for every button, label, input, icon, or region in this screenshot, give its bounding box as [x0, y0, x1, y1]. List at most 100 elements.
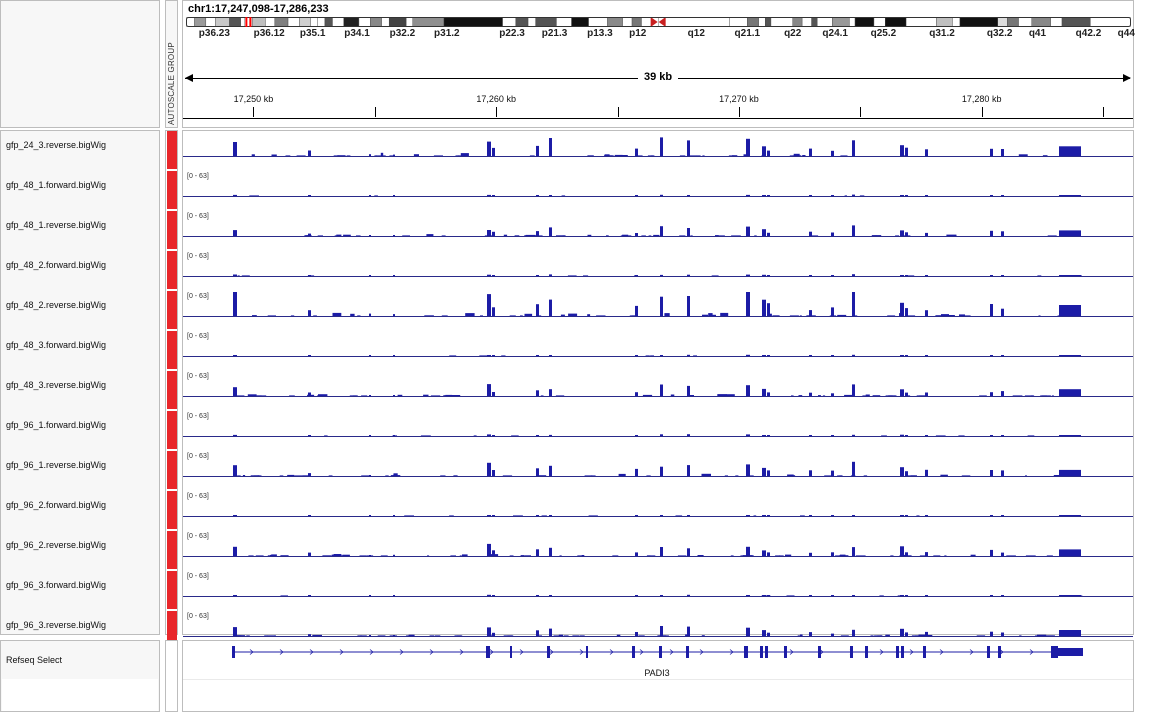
coverage-track[interactable] [183, 491, 1133, 531]
track-name[interactable]: gfp_96_3.forward.bigWig [6, 580, 107, 590]
ideogram-band[interactable] [332, 17, 345, 27]
ideogram-band[interactable] [287, 17, 300, 27]
chromosome-ideogram[interactable] [186, 17, 1131, 27]
track-names-panel[interactable]: gfp_24_3.reverse.bigWig gfp_48_1.forward.… [0, 130, 160, 635]
exon-block[interactable] [765, 646, 768, 658]
autoscale-group-cell[interactable] [167, 211, 177, 250]
ideogram-band[interactable] [1061, 17, 1091, 27]
coverage-track[interactable] [183, 171, 1133, 211]
coverage-track[interactable] [183, 211, 1133, 251]
header-panel[interactable]: chr1:17,247,098-17,286,233 p36.23 p36.12 p… [182, 0, 1135, 128]
coverage-track[interactable] [183, 251, 1133, 291]
autoscale-group-cell[interactable] [167, 171, 177, 210]
track-name[interactable]: gfp_48_2.forward.bigWig [6, 260, 107, 270]
autoscale-group-cell[interactable] [167, 251, 177, 290]
coverage-track[interactable] [183, 291, 1133, 331]
ideogram-band[interactable] [571, 17, 589, 27]
ideogram-band[interactable] [729, 17, 748, 27]
track-name[interactable]: gfp_96_2.forward.bigWig [6, 500, 107, 510]
track-name[interactable]: gfp_96_1.forward.bigWig [6, 420, 107, 430]
autoscale-group-cell[interactable] [167, 131, 177, 170]
ideogram-band[interactable] [905, 17, 937, 27]
feature-names-panel[interactable]: Refseq Select [0, 640, 160, 712]
exon-block[interactable] [744, 646, 748, 658]
coverage-track[interactable] [183, 131, 1133, 171]
ideogram-band[interactable] [251, 17, 266, 27]
ideogram-band[interactable] [1031, 17, 1051, 27]
ideogram-band[interactable] [535, 17, 557, 27]
ideogram-band[interactable] [849, 17, 856, 27]
ideogram-band[interactable] [832, 17, 850, 27]
ideogram-band[interactable] [885, 17, 907, 27]
coverage-track[interactable] [183, 371, 1133, 411]
data-panel[interactable]: [0 - 63] [0 - 63] [0 - 63] [0 - 63] [0 - 63]… [182, 130, 1134, 637]
track-name[interactable]: gfp_96_2.reverse.bigWig [6, 540, 107, 550]
ideogram-band[interactable] [310, 17, 318, 27]
coverage-track[interactable] [183, 451, 1133, 491]
exon-block[interactable] [865, 646, 868, 658]
exon-block[interactable] [998, 646, 1001, 658]
autoscale-group-cell[interactable] [167, 331, 177, 370]
track-name[interactable]: gfp_24_3.reverse.bigWig [6, 140, 107, 150]
exon-block[interactable] [1051, 646, 1058, 658]
feature-track-name[interactable]: Refseq Select [6, 655, 63, 665]
ideogram-band[interactable] [527, 17, 536, 27]
coverage-track[interactable] [183, 571, 1133, 611]
feature-panel[interactable]: PADI3 [182, 640, 1134, 712]
ideogram-band[interactable] [194, 17, 207, 27]
ideogram-band[interactable] [658, 17, 730, 27]
ideogram-band[interactable] [215, 17, 230, 27]
coverage-track[interactable] [183, 331, 1133, 371]
ideogram-band[interactable] [186, 17, 195, 27]
exon-block[interactable] [510, 646, 512, 658]
ideogram-band[interactable] [873, 17, 886, 27]
autoscale-group-cell[interactable] [167, 491, 177, 530]
coverage-track[interactable] [183, 411, 1133, 451]
track-name[interactable]: gfp_48_3.reverse.bigWig [6, 380, 107, 390]
exon-block[interactable] [818, 646, 821, 658]
ideogram-band[interactable] [588, 17, 608, 27]
exon-block[interactable] [632, 646, 635, 658]
ideogram-band[interactable] [1090, 17, 1131, 27]
ideogram-band[interactable] [936, 17, 953, 27]
attribute-header-panel[interactable]: AUTOSCALE GROUP [165, 0, 178, 128]
ideogram-band[interactable] [1007, 17, 1019, 27]
ideogram-band[interactable] [801, 17, 812, 27]
ideogram-band[interactable] [811, 17, 818, 27]
exon-block[interactable] [659, 646, 662, 658]
ideogram-band[interactable] [405, 17, 413, 27]
ideogram-band[interactable] [358, 17, 371, 27]
track-name[interactable]: gfp_96_1.reverse.bigWig [6, 460, 107, 470]
ideogram-band[interactable] [747, 17, 759, 27]
autoscale-group-cell[interactable] [167, 571, 177, 610]
ideogram-band[interactable] [443, 17, 503, 27]
exon-block[interactable] [784, 646, 787, 658]
ideogram-band[interactable] [607, 17, 623, 27]
ideogram-band[interactable] [299, 17, 311, 27]
exon-block[interactable] [686, 646, 689, 658]
track-name[interactable]: gfp_48_1.forward.bigWig [6, 180, 107, 190]
ideogram-band[interactable] [229, 17, 242, 27]
exon-block[interactable] [901, 646, 904, 658]
coverage-track[interactable] [183, 531, 1133, 571]
ideogram-band[interactable] [381, 17, 390, 27]
ideogram-band[interactable] [1050, 17, 1063, 27]
track-name[interactable]: gfp_48_1.reverse.bigWig [6, 220, 107, 230]
exon-block[interactable] [760, 646, 763, 658]
ideogram-band[interactable] [1018, 17, 1032, 27]
ideogram-band[interactable] [388, 17, 407, 27]
ideogram-band[interactable] [515, 17, 529, 27]
track-name[interactable]: gfp_48_3.forward.bigWig [6, 340, 107, 350]
gene-label[interactable]: PADI3 [644, 668, 670, 678]
ideogram-band[interactable] [952, 17, 961, 27]
ideogram-band[interactable] [343, 17, 360, 27]
ideogram-band[interactable] [997, 17, 1008, 27]
ideogram-band[interactable] [854, 17, 875, 27]
exon-block[interactable] [850, 646, 853, 658]
autoscale-group-cell[interactable] [167, 291, 177, 330]
ideogram-band[interactable] [370, 17, 382, 27]
exon-block[interactable] [232, 646, 235, 658]
ideogram-band[interactable] [556, 17, 572, 27]
ideogram-band[interactable] [959, 17, 998, 27]
ideogram-band[interactable] [502, 17, 517, 27]
